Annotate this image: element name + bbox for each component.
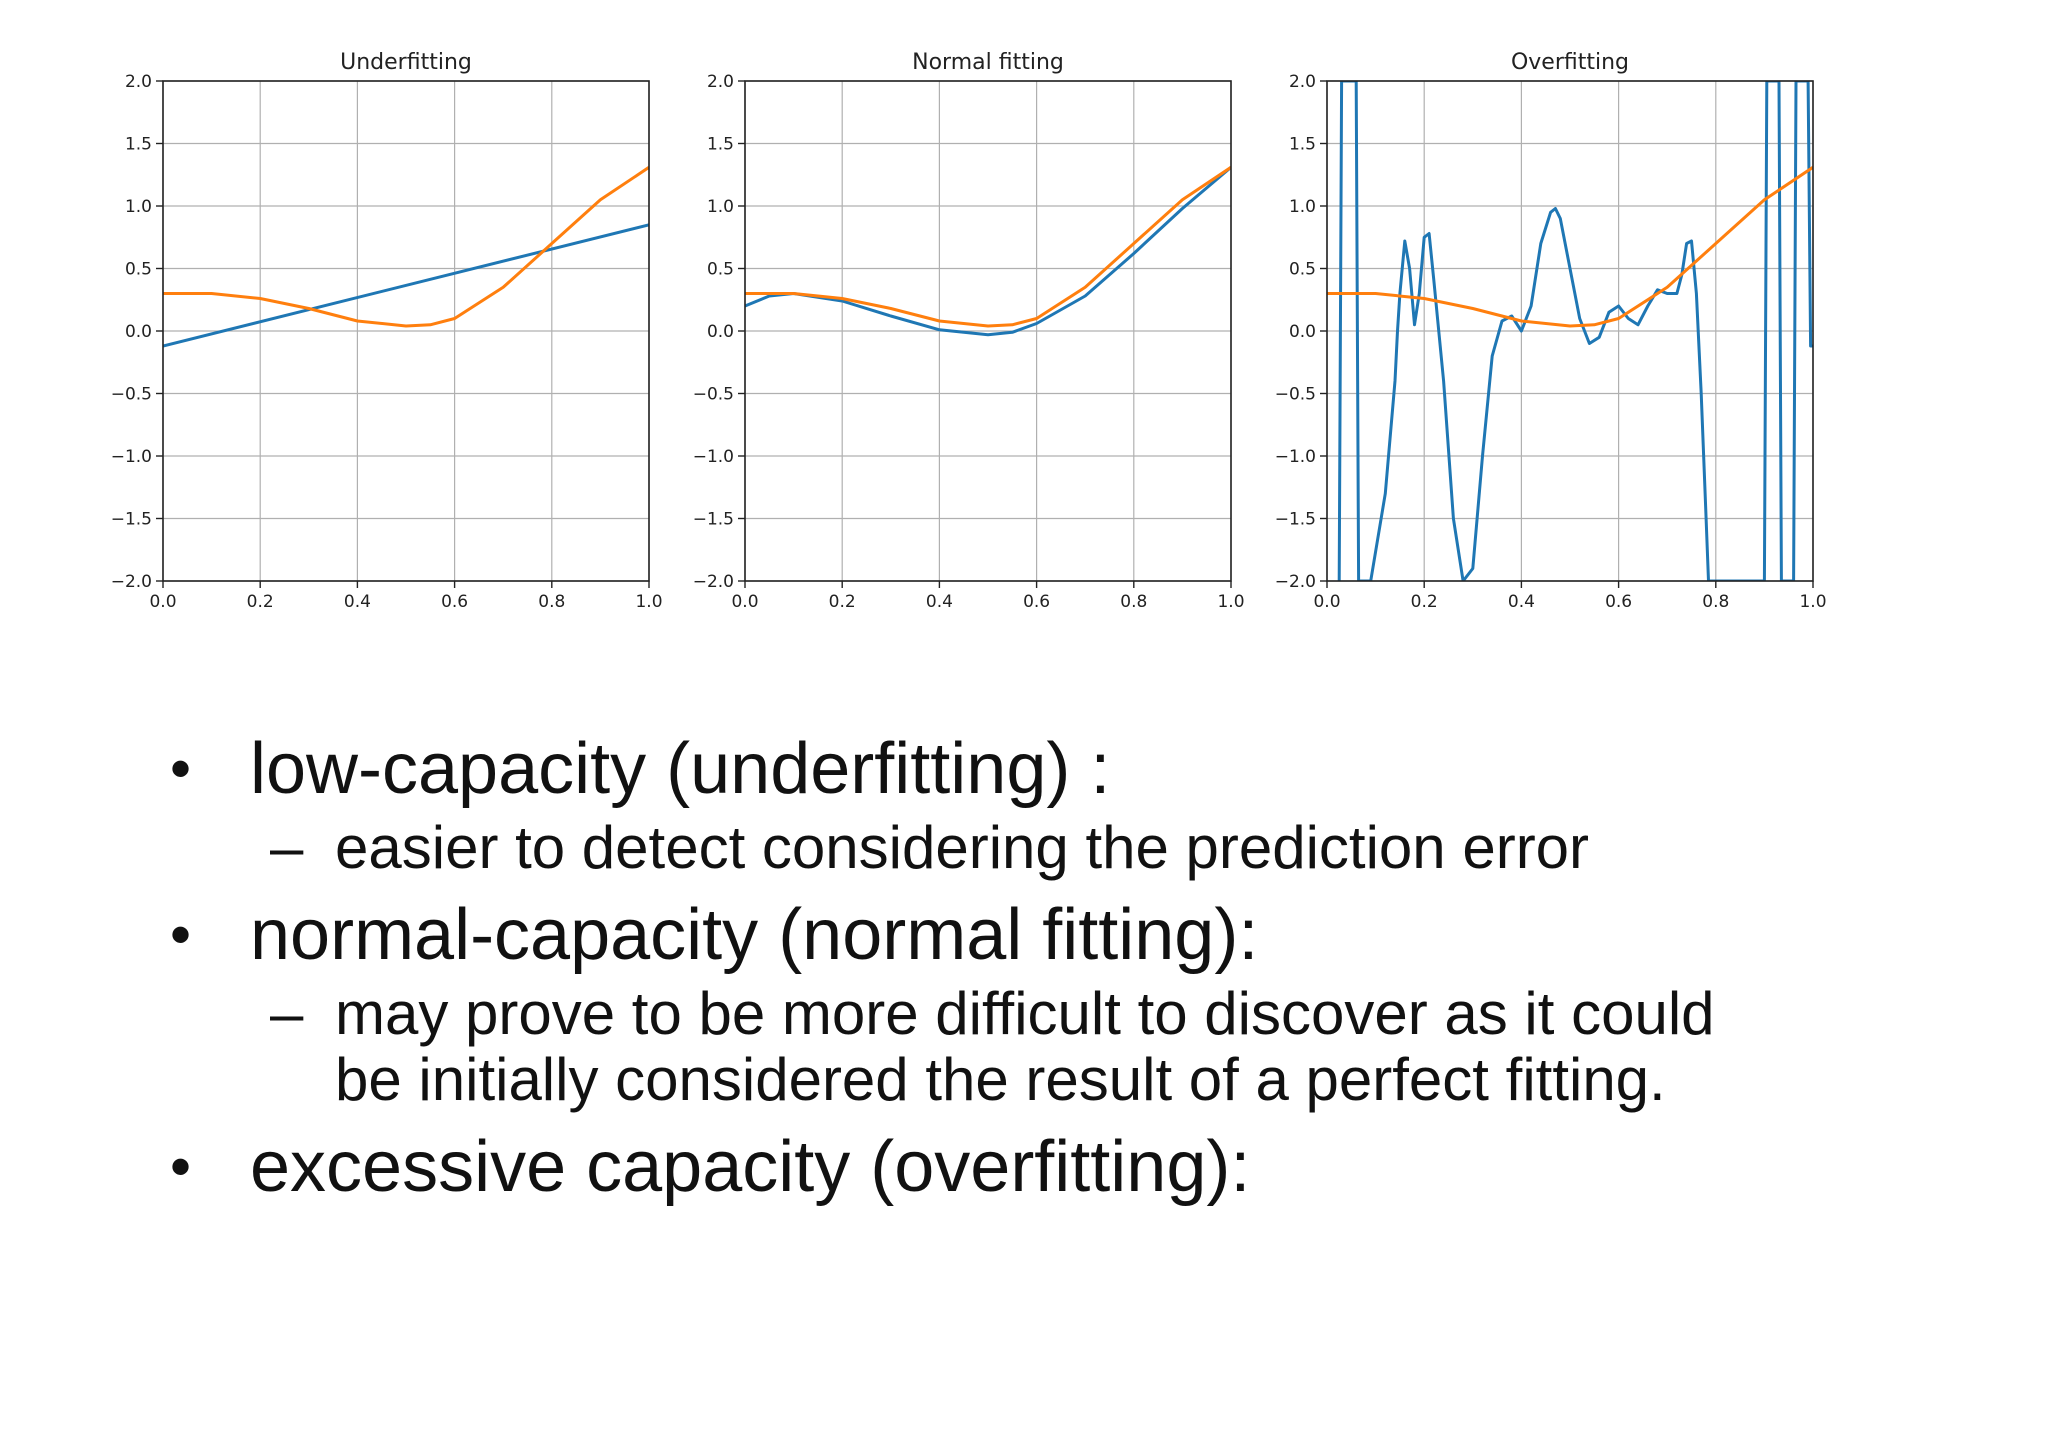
bullet-underfitting: • low-capacity (underfitting) :: [170, 725, 1970, 813]
x-tick-label: 0.8: [1702, 592, 1729, 612]
y-tick-label: −0.5: [1275, 385, 1316, 405]
y-tick-label: 0.5: [125, 260, 152, 280]
model-curve-underfitting: [163, 223, 649, 348]
y-tick-label: 2.0: [707, 72, 734, 92]
chart-title: Overfitting: [1511, 50, 1629, 75]
bullet-normal-fitting: • normal-capacity (normal fitting):: [170, 891, 1970, 979]
bullet-dot: •: [170, 735, 192, 802]
x-tick-label: 0.8: [538, 592, 565, 612]
y-tick-label: −0.5: [111, 385, 152, 405]
bullet-normal-fitting-text: normal-capacity (normal fitting):: [250, 895, 1259, 975]
model-curve-normal-fitting: [745, 166, 1231, 337]
y-tick-label: 2.0: [125, 72, 152, 92]
bullet-list: • low-capacity (underfitting) : – easier t…: [170, 725, 1970, 1211]
true-function-curve-overfitting: [1327, 166, 1813, 328]
y-tick-label: −1.5: [1275, 510, 1316, 530]
true-function-curve-normal-fitting: [745, 166, 1231, 328]
y-tick-label: 0.0: [125, 322, 152, 342]
x-tick-label: 0.2: [829, 592, 856, 612]
y-tick-label: 1.0: [1289, 197, 1316, 217]
y-tick-label: −1.0: [111, 447, 152, 467]
chart-title: Normal fitting: [912, 50, 1064, 75]
true-function-curve-underfitting: [163, 166, 649, 328]
sub-bullet-normal-fitting: – may prove to be more difficult to disco…: [170, 981, 1970, 1113]
x-tick-label: 0.0: [731, 592, 758, 612]
charts-figure: 0.0 0.2 0.4 0.6 0.8 1.0 2.0 1.5 1.0 0.5 0.0 −0.5 −1.…: [111, 50, 1827, 612]
model-curve-overfitting: [1337, 81, 1813, 581]
x-tick-label: 0.2: [247, 592, 274, 612]
sub-bullet-dash: –: [270, 814, 304, 881]
y-tick-label: 1.5: [707, 135, 734, 155]
sub-bullet-underfitting-text: easier to detect considering the predict…: [335, 814, 1590, 881]
sub-bullet-normal-fitting-line1: may prove to be more difficult to discov…: [335, 980, 1715, 1047]
x-tick-label: 0.6: [1023, 592, 1050, 612]
y-tick-label: 1.5: [125, 135, 152, 155]
bullet-underfitting-text: low-capacity (underfitting) :: [250, 729, 1111, 809]
y-tick-label: 0.5: [707, 260, 734, 280]
y-tick-label: −1.0: [1275, 447, 1316, 467]
chart-overfitting: 0.0 0.2 0.4 0.6 0.8 1.0 2.0 1.5 1.0 0.5 0.0 −0.5 −1.…: [1275, 50, 1827, 612]
bullet-dot: •: [170, 1133, 192, 1200]
x-tick-label: 1.0: [1799, 592, 1826, 612]
y-tick-label: 0.0: [707, 322, 734, 342]
x-tick-label: 0.8: [1120, 592, 1147, 612]
x-tick-label: 0.6: [1605, 592, 1632, 612]
x-tick-label: 0.4: [1508, 592, 1535, 612]
y-tick-label: 0.5: [1289, 260, 1316, 280]
bullet-dot: •: [170, 901, 192, 968]
y-tick-label: −1.5: [111, 510, 152, 530]
y-tick-label: 1.0: [125, 197, 152, 217]
y-tick-label: −2.0: [1275, 572, 1316, 592]
x-tick-label: 0.4: [926, 592, 953, 612]
x-tick-label: 1.0: [1217, 592, 1244, 612]
chart-normal-fitting: 0.0 0.2 0.4 0.6 0.8 1.0 2.0 1.5 1.0 0.5 0.0 −0.5 −1.…: [693, 50, 1245, 612]
y-tick-label: −1.5: [693, 510, 734, 530]
x-tick-label: 0.6: [441, 592, 468, 612]
y-tick-label: 1.5: [1289, 135, 1316, 155]
chart-underfitting: 0.0 0.2 0.4 0.6 0.8 1.0 2.0 1.5 1.0 0.5 0.0 −0.5 −1.…: [111, 50, 663, 612]
y-tick-label: 0.0: [1289, 322, 1316, 342]
sub-bullet-dash: –: [270, 980, 304, 1047]
x-tick-label: 0.0: [1313, 592, 1340, 612]
y-tick-label: −1.0: [693, 447, 734, 467]
chart-title: Underfitting: [340, 50, 472, 75]
y-tick-label: 1.0: [707, 197, 734, 217]
x-tick-label: 0.0: [149, 592, 176, 612]
sub-bullet-normal-fitting-line2: be initially considered the result of a …: [335, 1046, 1666, 1113]
bullet-overfitting-text: excessive capacity (overfitting):: [250, 1127, 1251, 1207]
x-tick-label: 0.4: [344, 592, 371, 612]
x-tick-label: 0.2: [1411, 592, 1438, 612]
sub-bullet-underfitting: – easier to detect considering the predic…: [170, 815, 1970, 881]
y-tick-label: −0.5: [693, 385, 734, 405]
y-tick-label: 2.0: [1289, 72, 1316, 92]
x-tick-label: 1.0: [635, 592, 662, 612]
bullet-overfitting: • excessive capacity (overfitting):: [170, 1123, 1970, 1211]
y-tick-label: −2.0: [693, 572, 734, 592]
y-tick-label: −2.0: [111, 572, 152, 592]
